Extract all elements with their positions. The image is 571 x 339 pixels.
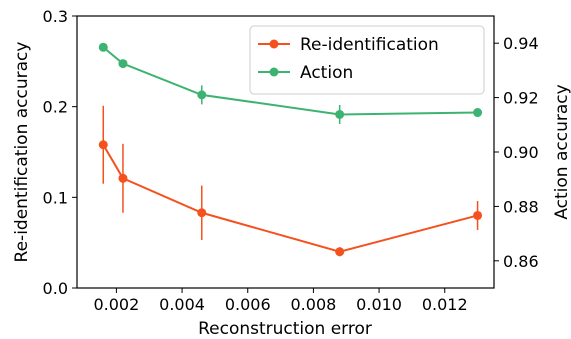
y-right-tick-label: 0.90	[503, 143, 539, 162]
series-re-identification	[98, 105, 483, 257]
data-point	[118, 173, 128, 183]
data-point	[98, 42, 108, 52]
x-axis-label: Reconstruction error	[198, 319, 372, 339]
y-right-tick-label: 0.94	[503, 34, 539, 53]
x-tick-label: 0.004	[159, 295, 205, 314]
data-point	[118, 59, 128, 69]
x-tick-label: 0.012	[422, 295, 468, 314]
data-point	[197, 208, 207, 218]
x-tick-label: 0.010	[356, 295, 402, 314]
y-left-tick-label: 0.3	[43, 7, 68, 26]
data-point	[335, 109, 345, 119]
data-point	[473, 108, 483, 118]
x-tick-label: 0.006	[225, 295, 271, 314]
legend-item-re-identification: Re-identification	[258, 35, 439, 55]
plot-area: 0.002 0.004 0.006 0.008 0.010 0.012 0.0 0.1 0.2 0…	[43, 7, 539, 314]
data-point	[335, 247, 345, 257]
y-axis-label-right: Action accuracy	[552, 84, 571, 219]
data-point	[197, 90, 207, 100]
data-point	[473, 210, 483, 220]
series-line	[102, 144, 478, 253]
x-tick-label: 0.008	[291, 295, 337, 314]
y-axis-label-left: Re-identification accuracy	[12, 42, 32, 263]
y-left-tick-label: 0.1	[43, 188, 68, 207]
legend-label: Re-identification	[300, 35, 439, 55]
legend-box	[249, 25, 485, 95]
y-left-tick-label: 0.0	[43, 279, 68, 298]
y-right-tick-label: 0.88	[503, 197, 539, 216]
legend-label: Action	[300, 63, 353, 83]
legend: Re-identification Action	[249, 25, 485, 95]
legend-swatch-marker	[269, 39, 279, 49]
y-right-tick-label: 0.86	[503, 252, 539, 271]
x-tick-label: 0.002	[93, 295, 139, 314]
legend-item-action: Action	[258, 63, 353, 83]
series-action	[98, 42, 483, 124]
y-left-tick-label: 0.2	[43, 98, 68, 117]
y-right-tick-label: 0.92	[503, 89, 539, 108]
legend-swatch-marker	[269, 67, 279, 77]
data-point	[98, 140, 108, 150]
